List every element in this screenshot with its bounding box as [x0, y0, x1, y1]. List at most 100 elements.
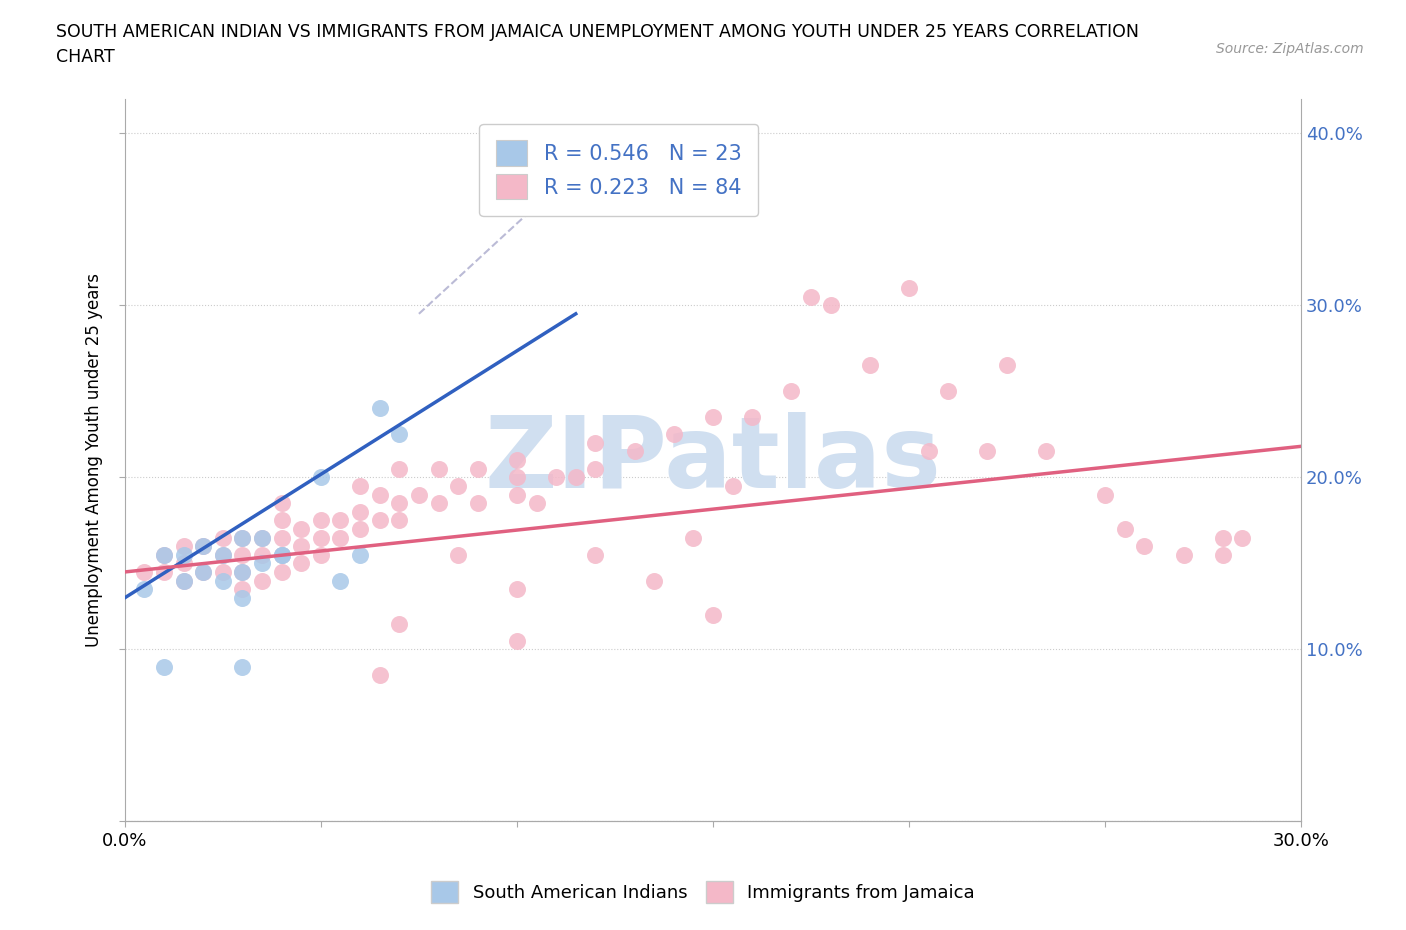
Point	[329, 512, 352, 527]
Point	[1173, 547, 1195, 562]
Point	[447, 547, 470, 562]
Point	[270, 512, 292, 527]
Point	[153, 547, 176, 562]
Point	[349, 522, 371, 537]
Point	[506, 470, 529, 485]
Text: SOUTH AMERICAN INDIAN VS IMMIGRANTS FROM JAMAICA UNEMPLOYMENT AMONG YOUTH UNDER : SOUTH AMERICAN INDIAN VS IMMIGRANTS FROM…	[56, 23, 1139, 66]
Point	[193, 565, 215, 579]
Point	[290, 538, 312, 553]
Point	[368, 487, 391, 502]
Point	[270, 496, 292, 511]
Point	[290, 522, 312, 537]
Point	[309, 512, 332, 527]
Point	[349, 478, 371, 493]
Point	[388, 512, 411, 527]
Point	[1232, 530, 1254, 545]
Point	[1114, 522, 1136, 537]
Text: Source: ZipAtlas.com: Source: ZipAtlas.com	[1216, 42, 1364, 56]
Point	[936, 384, 959, 399]
Point	[721, 478, 744, 493]
Text: ZIPatlas: ZIPatlas	[485, 412, 942, 509]
Point	[408, 487, 430, 502]
Point	[250, 556, 273, 571]
Point	[309, 470, 332, 485]
Point	[427, 496, 450, 511]
Point	[329, 530, 352, 545]
Point	[583, 461, 606, 476]
Point	[270, 565, 292, 579]
Point	[270, 547, 292, 562]
Point	[447, 478, 470, 493]
Point	[1133, 538, 1156, 553]
Point	[820, 298, 842, 312]
Point	[231, 565, 253, 579]
Point	[682, 530, 704, 545]
Y-axis label: Unemployment Among Youth under 25 years: Unemployment Among Youth under 25 years	[86, 273, 103, 647]
Point	[662, 427, 685, 442]
Point	[231, 591, 253, 605]
Point	[800, 289, 823, 304]
Point	[193, 538, 215, 553]
Point	[250, 573, 273, 588]
Point	[564, 470, 586, 485]
Point	[153, 565, 176, 579]
Point	[270, 547, 292, 562]
Point	[231, 547, 253, 562]
Point	[231, 530, 253, 545]
Point	[526, 496, 548, 511]
Point	[368, 668, 391, 683]
Point	[173, 538, 195, 553]
Point	[212, 547, 235, 562]
Point	[173, 573, 195, 588]
Point	[212, 565, 235, 579]
Point	[250, 530, 273, 545]
Point	[898, 281, 921, 296]
Point	[134, 565, 156, 579]
Point	[506, 633, 529, 648]
Legend: R = 0.546   N = 23, R = 0.223   N = 84: R = 0.546 N = 23, R = 0.223 N = 84	[479, 124, 758, 216]
Point	[270, 547, 292, 562]
Point	[583, 547, 606, 562]
Point	[643, 573, 665, 588]
Point	[467, 496, 489, 511]
Point	[388, 427, 411, 442]
Point	[231, 659, 253, 674]
Point	[231, 530, 253, 545]
Point	[995, 358, 1018, 373]
Point	[193, 538, 215, 553]
Point	[231, 582, 253, 597]
Point	[741, 409, 763, 424]
Point	[173, 573, 195, 588]
Point	[859, 358, 882, 373]
Point	[388, 617, 411, 631]
Point	[193, 565, 215, 579]
Point	[506, 487, 529, 502]
Point	[173, 547, 195, 562]
Point	[702, 409, 724, 424]
Point	[623, 444, 645, 458]
Point	[309, 530, 332, 545]
Point	[134, 582, 156, 597]
Point	[368, 401, 391, 416]
Point	[250, 530, 273, 545]
Point	[388, 461, 411, 476]
Point	[349, 504, 371, 519]
Point	[368, 512, 391, 527]
Point	[290, 556, 312, 571]
Legend: South American Indians, Immigrants from Jamaica: South American Indians, Immigrants from …	[422, 871, 984, 911]
Point	[427, 461, 450, 476]
Point	[702, 607, 724, 622]
Point	[1094, 487, 1116, 502]
Point	[976, 444, 998, 458]
Point	[212, 530, 235, 545]
Point	[388, 496, 411, 511]
Point	[1035, 444, 1057, 458]
Point	[231, 565, 253, 579]
Point	[329, 573, 352, 588]
Point	[564, 152, 586, 166]
Point	[467, 461, 489, 476]
Point	[212, 547, 235, 562]
Point	[506, 582, 529, 597]
Point	[583, 435, 606, 450]
Point	[309, 547, 332, 562]
